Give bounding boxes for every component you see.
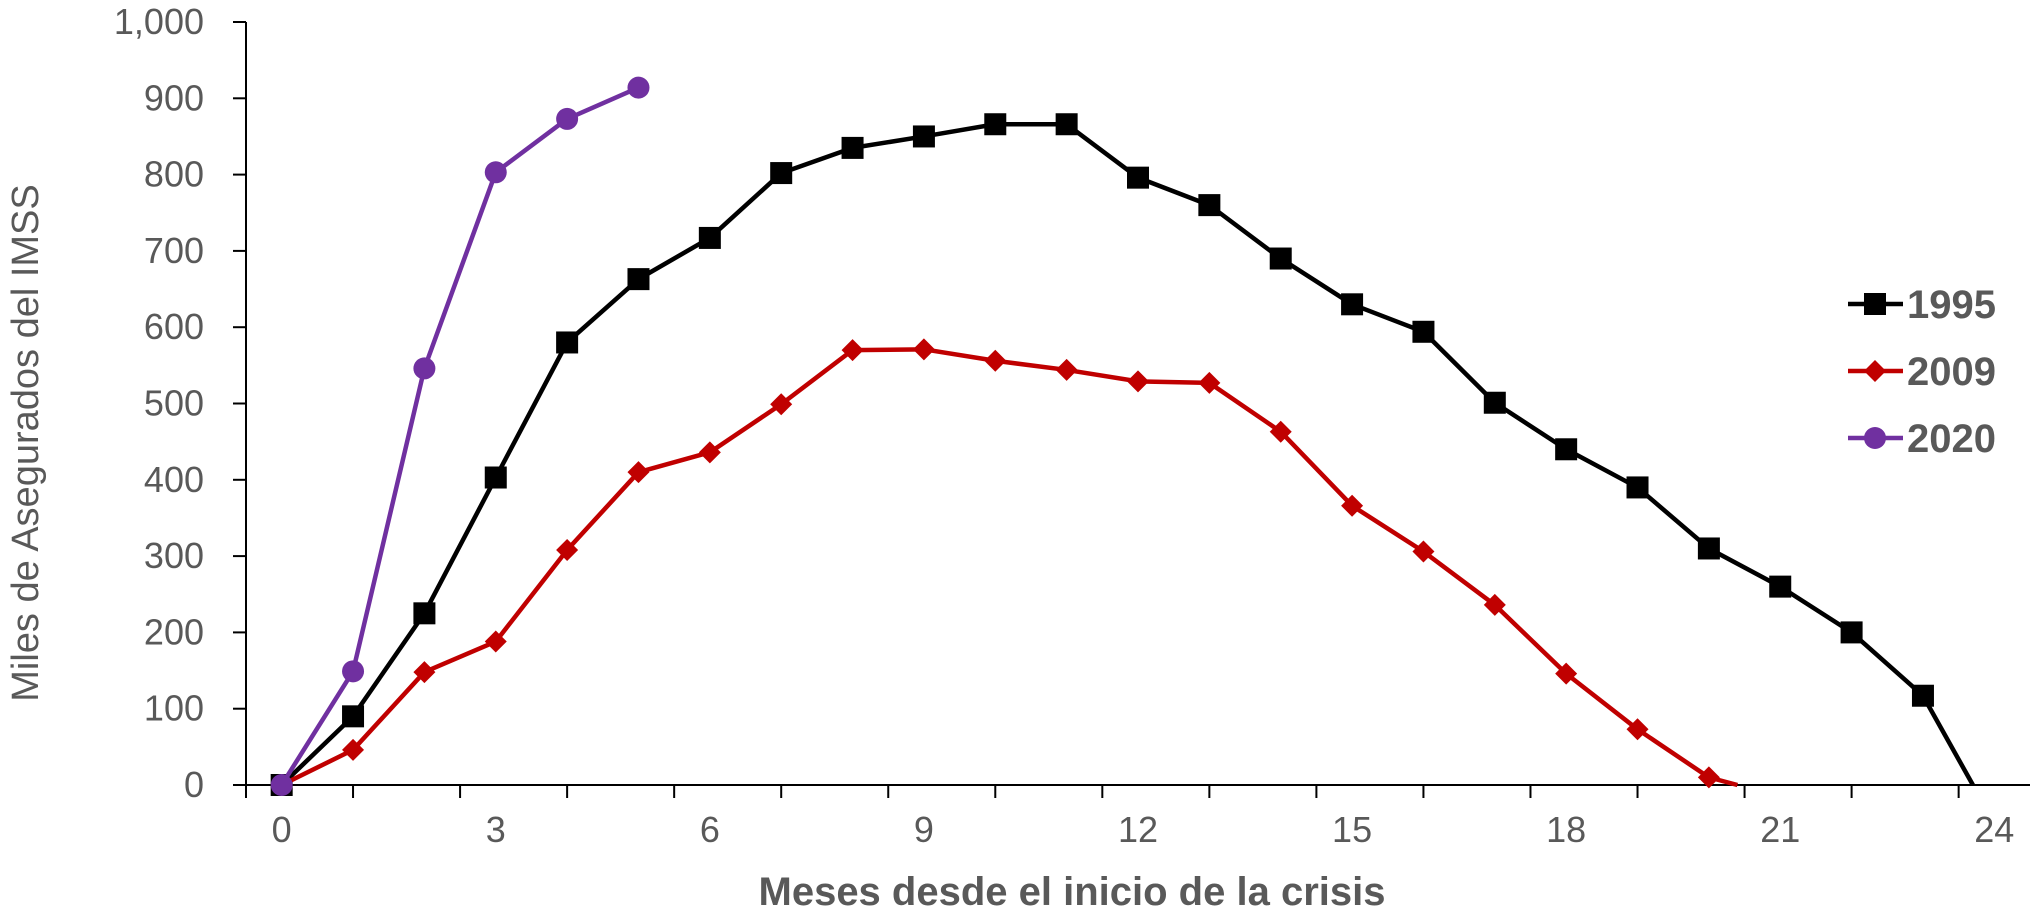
data-point [413, 602, 436, 625]
y-tick-label: 500 [144, 383, 204, 424]
y-tick-label: 200 [144, 611, 204, 652]
data-point [556, 538, 579, 561]
series-2020 [270, 76, 650, 796]
legend-label: 2009 [1907, 350, 1996, 394]
data-point [1626, 718, 1649, 741]
data-point [484, 466, 507, 489]
data-point [1697, 537, 1720, 560]
legend-item-1995: 1995 [1848, 283, 1996, 327]
x-tick-label: 24 [1974, 809, 2014, 850]
data-point [1555, 662, 1578, 685]
data-point [270, 774, 293, 796]
series-layer [270, 76, 1975, 796]
data-point [1626, 476, 1649, 499]
data-point [841, 339, 864, 362]
data-point [1127, 166, 1149, 189]
data-point [342, 660, 365, 683]
x-tick-label: 6 [700, 809, 720, 850]
data-point [627, 76, 650, 99]
data-point [413, 357, 436, 380]
x-tick-label: 0 [272, 809, 292, 850]
data-point [627, 268, 650, 291]
y-tick-label: 300 [144, 535, 204, 576]
y-tick-label: 800 [144, 154, 204, 195]
legend-marker-square [1864, 293, 1886, 315]
x-tick-label: 18 [1546, 809, 1586, 850]
data-point [1269, 420, 1292, 443]
legend-marker-diamond [1864, 360, 1886, 382]
x-tick-label: 15 [1332, 809, 1372, 850]
data-point [984, 349, 1007, 372]
data-point [1769, 575, 1792, 598]
series-line-2009 [280, 347, 1739, 788]
series-1995 [270, 113, 1975, 796]
data-point [1341, 494, 1364, 517]
data-point [912, 338, 935, 361]
axes: 0 100 200 300 400 500 600 700 800 900 1,000 0 3 6 9 12 1… [114, 1, 2030, 850]
x-tick-label: 12 [1118, 809, 1158, 850]
data-point [1198, 371, 1221, 394]
data-point [1483, 391, 1506, 414]
legend: 1995 2009 2020 [1848, 283, 1996, 461]
data-point [841, 136, 864, 159]
y-tick-label: 600 [144, 306, 204, 347]
y-tick-label: 0 [184, 764, 204, 805]
data-point [984, 113, 1007, 136]
y-tick-label: 100 [144, 688, 204, 729]
data-point [627, 461, 650, 484]
data-point [342, 738, 365, 761]
legend-marker-circle [1864, 427, 1886, 449]
y-tick-label: 1,000 [114, 1, 204, 42]
data-point [698, 226, 721, 249]
data-point [1555, 438, 1578, 461]
x-axis-title: Meses desde el inicio de la crisis [759, 870, 1386, 914]
data-point [1127, 370, 1149, 393]
y-tick-label: 900 [144, 77, 204, 118]
data-point [1198, 194, 1221, 217]
data-point [342, 705, 365, 728]
series-2009 [270, 338, 1739, 796]
data-point [770, 393, 793, 416]
data-point [556, 331, 579, 354]
data-point [1840, 621, 1863, 644]
y-tick-label: 400 [144, 459, 204, 500]
data-point [770, 162, 793, 185]
series-line-1995 [280, 121, 1975, 787]
data-point [698, 441, 721, 464]
y-tick-label: 700 [144, 230, 204, 271]
data-point [1412, 320, 1435, 343]
data-point [1269, 247, 1292, 270]
legend-item-2020: 2020 [1848, 417, 1996, 461]
data-point [1055, 113, 1078, 136]
series-line-2020 [279, 85, 640, 787]
data-point [1697, 766, 1720, 789]
data-point [1483, 593, 1506, 616]
data-point [484, 161, 507, 184]
data-point [1055, 358, 1078, 381]
x-tick-label: 9 [914, 809, 934, 850]
y-axis-title: Miles de Asegurados del IMSS [5, 184, 47, 702]
legend-label: 2020 [1907, 417, 1996, 461]
x-tick-label: 21 [1760, 809, 1800, 850]
data-point [413, 661, 436, 684]
data-point [1911, 684, 1934, 707]
data-point [1341, 293, 1364, 316]
x-tick-label: 3 [486, 809, 506, 850]
data-point [556, 107, 579, 130]
data-point [484, 630, 507, 653]
legend-item-2009: 2009 [1848, 350, 1996, 394]
data-point [912, 125, 935, 148]
legend-label: 1995 [1907, 283, 1996, 327]
data-point [1412, 540, 1435, 563]
